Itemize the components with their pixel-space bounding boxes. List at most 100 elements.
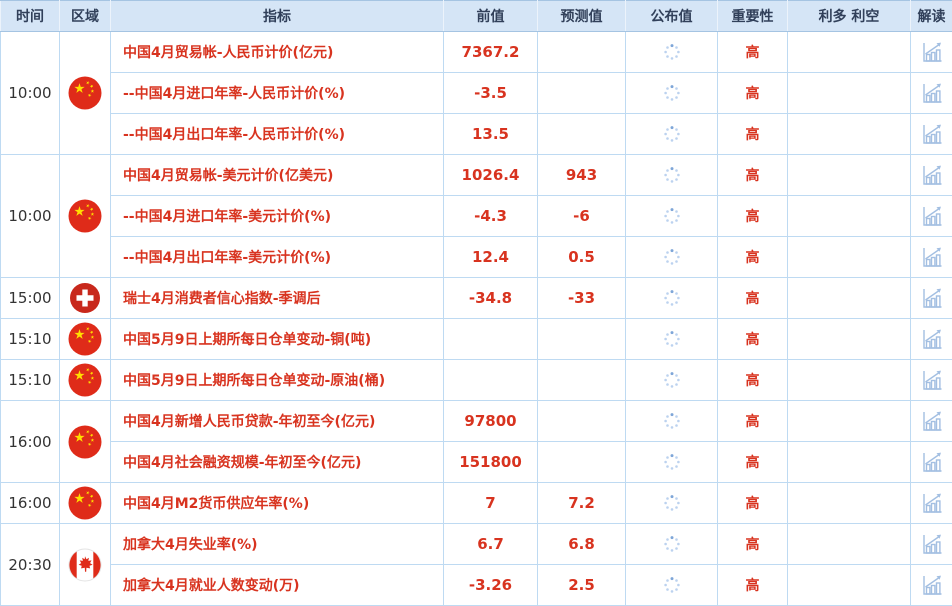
loading-spinner-icon xyxy=(663,371,681,389)
published-value-cell xyxy=(626,278,718,319)
bias-cell xyxy=(788,155,911,196)
bias-cell xyxy=(788,401,911,442)
bias-cell xyxy=(788,442,911,483)
published-value-cell xyxy=(626,565,718,606)
interpret-cell xyxy=(911,401,952,442)
bias-cell xyxy=(788,360,911,401)
previous-value-cell: -4.3 xyxy=(444,196,538,237)
chart-trend-icon[interactable] xyxy=(920,245,944,269)
chart-trend-icon[interactable] xyxy=(920,286,944,310)
importance-cell: 高 xyxy=(718,442,788,483)
chart-trend-icon[interactable] xyxy=(920,122,944,146)
chart-trend-icon[interactable] xyxy=(920,40,944,64)
indicator-cell[interactable]: --中国4月出口年率-人民币计价(%) xyxy=(111,114,444,155)
published-value-cell xyxy=(626,196,718,237)
indicator-cell[interactable]: 中国4月贸易帐-美元计价(亿美元) xyxy=(111,155,444,196)
time-cell: 16:00 xyxy=(1,483,60,524)
time-cell: 10:00 xyxy=(1,32,60,155)
china-flag-icon xyxy=(68,486,102,520)
chart-trend-icon[interactable] xyxy=(920,368,944,392)
forecast-value-cell: 2.5 xyxy=(538,565,626,606)
column-header-forecast: 预测值 xyxy=(538,1,626,32)
canada-flag-icon xyxy=(68,548,102,582)
indicator-cell[interactable]: --中国4月进口年率-人民币计价(%) xyxy=(111,73,444,114)
bias-cell xyxy=(788,196,911,237)
indicator-cell[interactable]: 加拿大4月就业人数变动(万) xyxy=(111,565,444,606)
indicator-cell[interactable]: 中国5月9日上期所每日仓单变动-原油(桶) xyxy=(111,360,444,401)
interpret-cell xyxy=(911,483,952,524)
chart-trend-icon[interactable] xyxy=(920,204,944,228)
published-value-cell xyxy=(626,524,718,565)
previous-value-cell: -3.26 xyxy=(444,565,538,606)
bias-cell xyxy=(788,319,911,360)
previous-value-cell: 151800 xyxy=(444,442,538,483)
previous-value-cell: 6.7 xyxy=(444,524,538,565)
forecast-value-cell xyxy=(538,32,626,73)
chart-trend-icon[interactable] xyxy=(920,450,944,474)
published-value-cell xyxy=(626,319,718,360)
importance-cell: 高 xyxy=(718,237,788,278)
time-cell: 16:00 xyxy=(1,401,60,483)
published-value-cell xyxy=(626,442,718,483)
importance-cell: 高 xyxy=(718,401,788,442)
column-header-importance: 重要性 xyxy=(718,1,788,32)
region-cell xyxy=(60,401,111,483)
importance-cell: 高 xyxy=(718,155,788,196)
indicator-cell[interactable]: 瑞士4月消费者信心指数-季调后 xyxy=(111,278,444,319)
bias-cell xyxy=(788,237,911,278)
previous-value-cell: -3.5 xyxy=(444,73,538,114)
loading-spinner-icon xyxy=(663,494,681,512)
chart-trend-icon[interactable] xyxy=(920,491,944,515)
loading-spinner-icon xyxy=(663,248,681,266)
previous-value-cell: 7367.2 xyxy=(444,32,538,73)
loading-spinner-icon xyxy=(663,43,681,61)
forecast-value-cell: 943 xyxy=(538,155,626,196)
previous-value-cell: 13.5 xyxy=(444,114,538,155)
forecast-value-cell: 6.8 xyxy=(538,524,626,565)
china-flag-icon xyxy=(68,76,102,110)
previous-value-cell: 1026.4 xyxy=(444,155,538,196)
published-value-cell xyxy=(626,237,718,278)
indicator-cell[interactable]: --中国4月出口年率-美元计价(%) xyxy=(111,237,444,278)
china-flag-icon xyxy=(68,322,102,356)
loading-spinner-icon xyxy=(663,289,681,307)
indicator-cell[interactable]: 中国4月新增人民币贷款-年初至今(亿元) xyxy=(111,401,444,442)
chart-trend-icon[interactable] xyxy=(920,163,944,187)
bias-cell xyxy=(788,483,911,524)
importance-cell: 高 xyxy=(718,524,788,565)
indicator-cell[interactable]: 中国4月贸易帐-人民币计价(亿元) xyxy=(111,32,444,73)
indicator-cell[interactable]: 中国5月9日上期所每日仓单变动-铜(吨) xyxy=(111,319,444,360)
chart-trend-icon[interactable] xyxy=(920,532,944,556)
loading-spinner-icon xyxy=(663,535,681,553)
interpret-cell xyxy=(911,360,952,401)
indicator-cell[interactable]: 中国4月社会融资规模-年初至今(亿元) xyxy=(111,442,444,483)
indicator-cell[interactable]: 加拿大4月失业率(%) xyxy=(111,524,444,565)
chart-trend-icon[interactable] xyxy=(920,327,944,351)
region-cell xyxy=(60,32,111,155)
importance-cell: 高 xyxy=(718,565,788,606)
chart-trend-icon[interactable] xyxy=(920,81,944,105)
bias-cell xyxy=(788,73,911,114)
region-cell xyxy=(60,278,111,319)
china-flag-icon xyxy=(68,199,102,233)
interpret-cell xyxy=(911,565,952,606)
chart-trend-icon[interactable] xyxy=(920,409,944,433)
published-value-cell xyxy=(626,32,718,73)
indicator-cell[interactable]: 中国4月M2货币供应年率(%) xyxy=(111,483,444,524)
forecast-value-cell xyxy=(538,442,626,483)
chart-trend-icon[interactable] xyxy=(920,573,944,597)
previous-value-cell: -34.8 xyxy=(444,278,538,319)
china-flag-icon xyxy=(68,425,102,459)
time-cell: 15:10 xyxy=(1,360,60,401)
column-header-region: 区域 xyxy=(60,1,111,32)
forecast-value-cell: -6 xyxy=(538,196,626,237)
column-header-prev: 前值 xyxy=(444,1,538,32)
forecast-value-cell xyxy=(538,319,626,360)
indicator-cell[interactable]: --中国4月进口年率-美元计价(%) xyxy=(111,196,444,237)
